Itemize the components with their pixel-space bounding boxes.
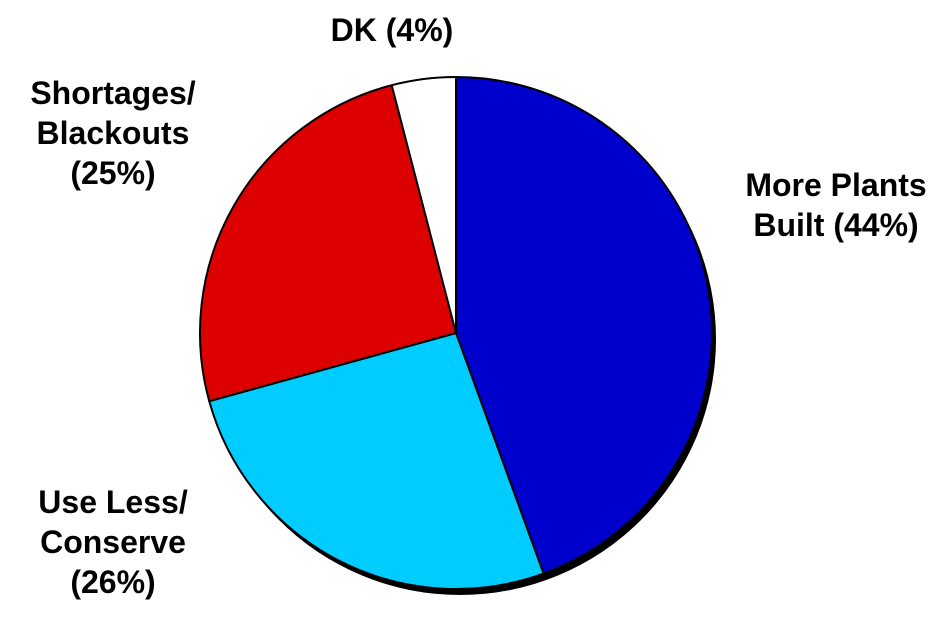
- pie-slice-label-line: DK (4%): [331, 12, 454, 48]
- pie-slice-label-line: (26%): [70, 564, 155, 600]
- pie-slice-label-1: More Plants Built (44%): [745, 167, 926, 243]
- pie-slice-label-line: Built (44%): [753, 207, 918, 243]
- pie-slice-label-line: Conserve: [40, 524, 186, 560]
- pie-slice-4: [390, 76, 457, 334]
- pie-slice-label-line: Use Less/: [38, 484, 188, 520]
- pie-slice-2: [208, 332, 545, 590]
- pie-slice-label-4: DK (4%): [331, 12, 454, 48]
- pie-slice-label-line: Blackouts: [37, 115, 190, 151]
- pie-slice-label-line: Shortages/: [30, 75, 195, 111]
- pie-slice-label-3: Shortages/Blackouts (25%): [30, 75, 195, 191]
- pie-slice-label-line: (25%): [70, 155, 155, 191]
- pie-labels: More Plants Built (44%) Use Less/Conserve (…: [30, 12, 926, 600]
- pie-slice-1: [455, 76, 713, 575]
- pie-slices: [199, 76, 713, 590]
- pie-slice-3: [199, 84, 457, 403]
- pie-slice-label-line: More Plants: [745, 167, 926, 203]
- pie-slice-label-2: Use Less/Conserve (26%): [38, 484, 188, 600]
